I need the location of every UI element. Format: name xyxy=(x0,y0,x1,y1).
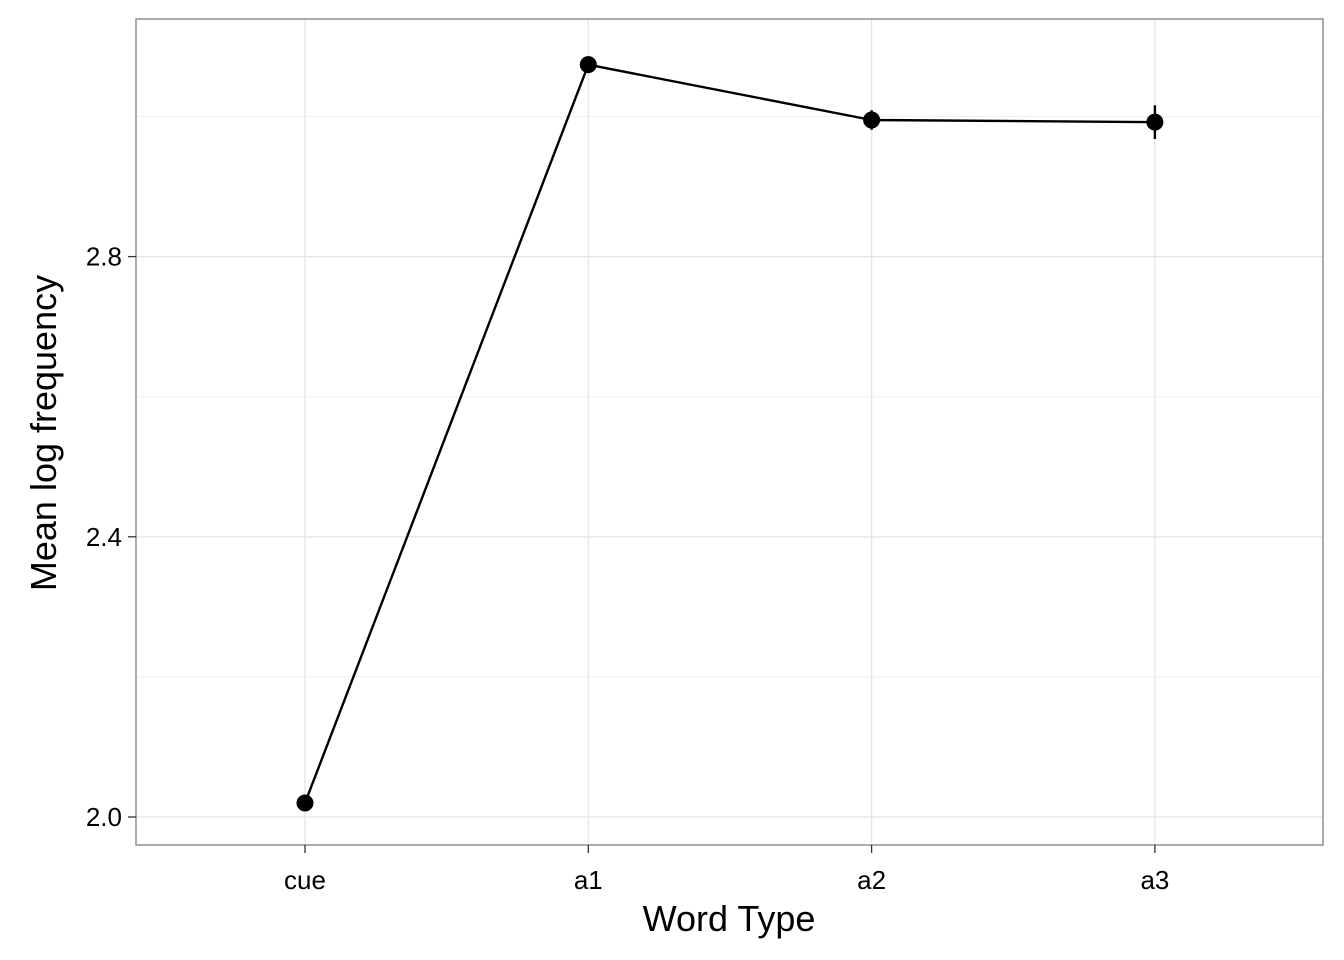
y-tick-label: 2.0 xyxy=(86,802,122,832)
x-tick-label: a2 xyxy=(857,865,886,895)
panel-border xyxy=(135,18,1324,846)
x-axis: cue a1 a2 a3 xyxy=(284,845,1169,895)
data-point xyxy=(579,56,597,74)
x-axis-title: Word Type xyxy=(643,898,816,939)
y-tick-label: 2.8 xyxy=(86,242,122,272)
x-tick-label: a3 xyxy=(1140,865,1169,895)
y-axis: 2.0 2.4 2.8 xyxy=(86,242,136,832)
data-point xyxy=(1146,113,1164,131)
series-line xyxy=(303,63,1155,804)
data-point xyxy=(296,794,314,812)
y-axis-title: Mean log frequency xyxy=(23,275,64,591)
data-point xyxy=(863,111,881,129)
series-layer xyxy=(296,56,1164,812)
minor-grid xyxy=(136,115,1323,678)
major-grid xyxy=(136,19,1323,845)
y-tick-label: 2.4 xyxy=(86,522,122,552)
x-tick-label: a1 xyxy=(574,865,603,895)
x-tick-label: cue xyxy=(284,865,326,895)
